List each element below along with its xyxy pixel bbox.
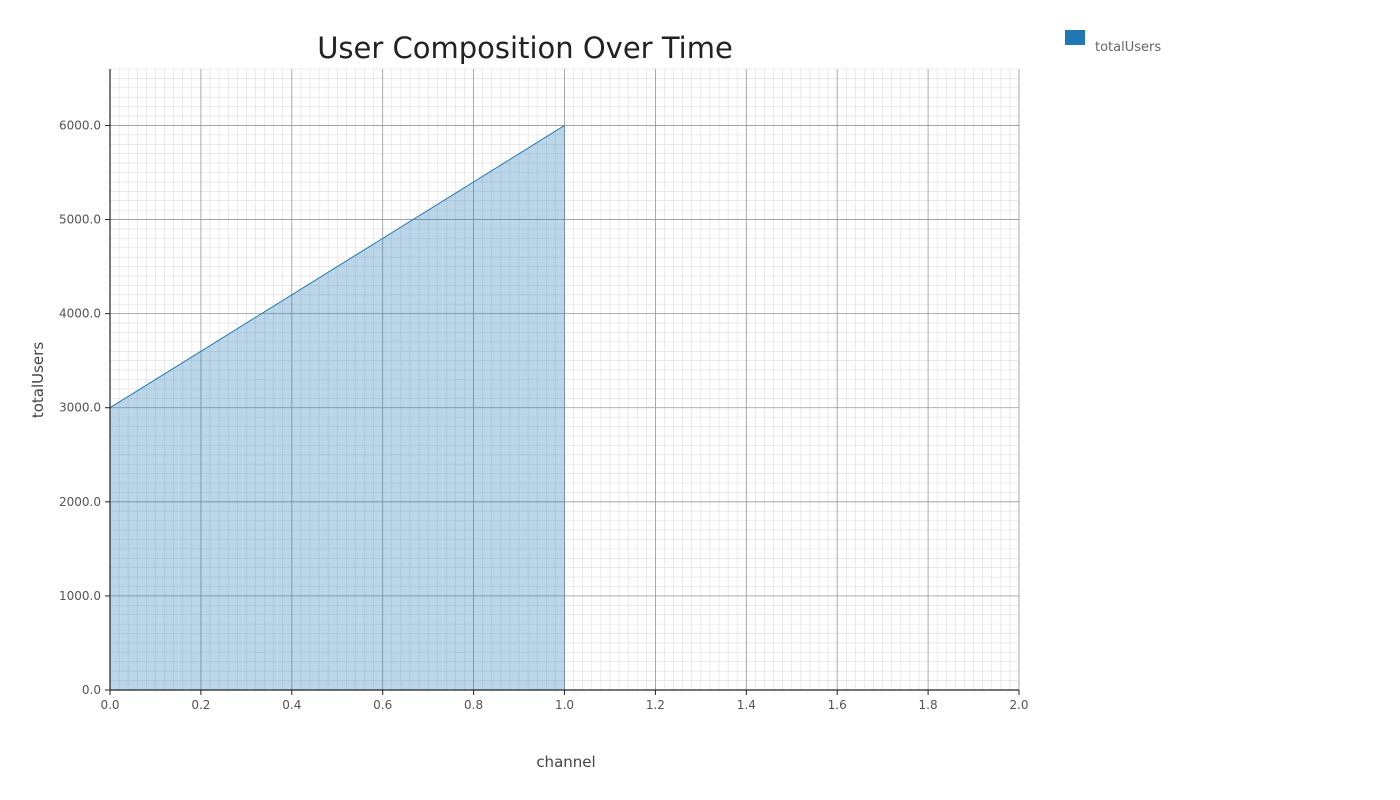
x-tick-label: 0.4 <box>282 698 301 712</box>
y-tick-label: 1000.0 <box>59 589 101 603</box>
area-line-totalusers <box>109 125 565 409</box>
x-tick-label: 1.2 <box>646 698 665 712</box>
area-fill-totalusers <box>110 125 565 691</box>
x-tick-label: 0.8 <box>464 698 483 712</box>
legend: totalUsers <box>1065 30 1161 55</box>
x-axis-label: channel <box>536 753 595 771</box>
series-layer <box>109 125 565 691</box>
chart-title: User Composition Over Time <box>317 31 733 65</box>
y-tick-label: 4000.0 <box>59 307 101 321</box>
x-tick-label: 1.8 <box>919 698 938 712</box>
legend-label-totalusers: totalUsers <box>1095 40 1161 55</box>
x-tick-label: 0.2 <box>191 698 210 712</box>
y-axis-ticks: 0.0 1000.0 2000.0 3000.0 4000.0 5000.0 6000.0 <box>59 118 110 697</box>
y-tick-label: 0.0 <box>82 683 101 697</box>
x-tick-label: 2.0 <box>1009 698 1028 712</box>
x-axis-ticks: 0.0 0.2 0.4 0.6 0.8 1.0 1.2 1.4 1.6 1.8 2.0 <box>100 690 1029 712</box>
x-tick-label: 1.4 <box>737 698 756 712</box>
x-tick-label: 1.0 <box>555 698 574 712</box>
y-tick-label: 6000.0 <box>59 118 101 132</box>
x-tick-label: 0.0 <box>100 698 119 712</box>
x-tick-label: 1.6 <box>828 698 847 712</box>
y-axis-label: totalUsers <box>29 342 47 418</box>
x-tick-label: 0.6 <box>373 698 392 712</box>
y-tick-label: 2000.0 <box>59 495 101 509</box>
y-tick-label: 3000.0 <box>59 401 101 415</box>
legend-swatch-totalusers <box>1065 30 1085 45</box>
y-tick-label: 5000.0 <box>59 213 101 227</box>
